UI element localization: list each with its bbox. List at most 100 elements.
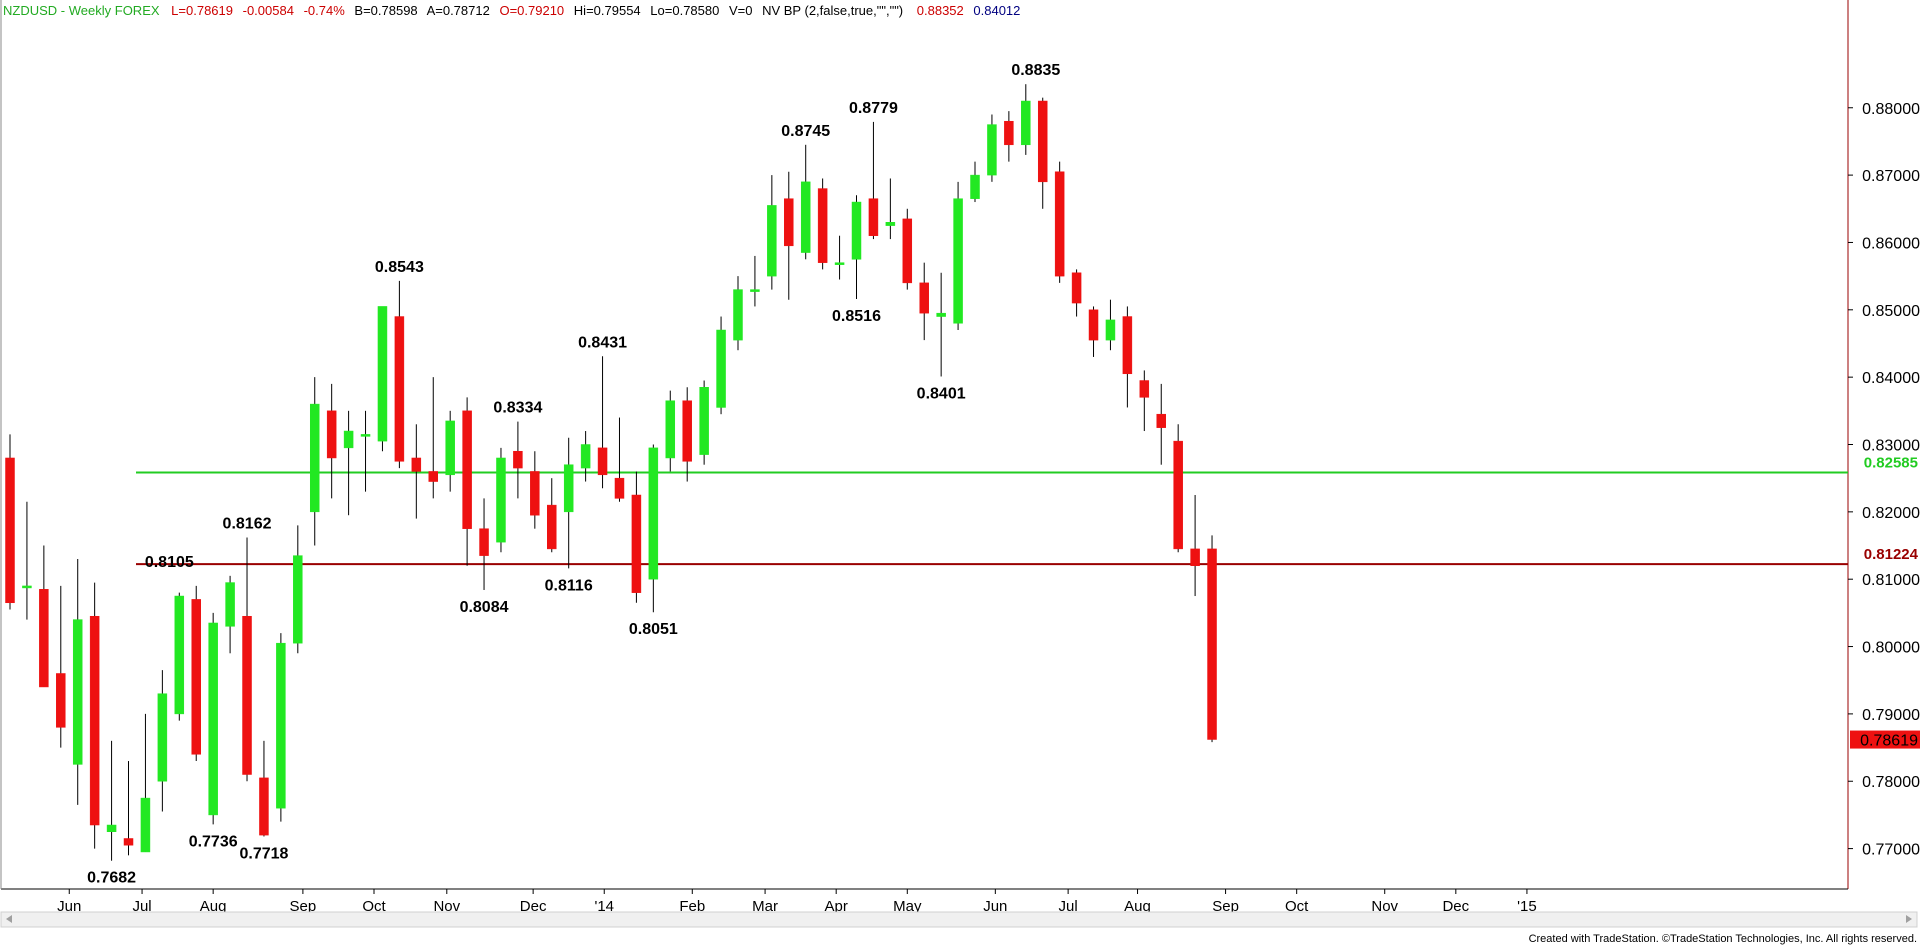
candle	[22, 501, 32, 620]
header-open: O=0.79210	[499, 3, 564, 18]
candle	[1207, 535, 1217, 743]
candle-body-down	[919, 282, 929, 314]
candle-body-up	[733, 289, 743, 341]
candle	[72, 558, 83, 805]
candle-body-up	[208, 622, 218, 816]
x-tick-label: Mar	[752, 898, 778, 915]
scroll-right-arrow-icon[interactable]	[1906, 915, 1912, 923]
x-tick-label: May	[893, 898, 922, 915]
candle-body-down	[1037, 100, 1048, 183]
x-tick-label: Oct	[1285, 898, 1309, 915]
candle	[817, 178, 828, 270]
candle-body-down	[326, 410, 337, 459]
candle	[462, 397, 472, 566]
candle	[919, 262, 929, 341]
candle-body-down	[868, 198, 879, 236]
price-annotation: 0.8779	[849, 100, 898, 117]
candle	[970, 161, 980, 203]
candle-body-down	[5, 457, 15, 604]
candle-body-up	[970, 174, 980, 199]
candle-body-down	[817, 188, 828, 263]
candle	[343, 410, 354, 516]
x-tick-label: Sep	[1212, 898, 1239, 915]
candle-body-down	[479, 528, 489, 556]
y-tick-label: 0.84000	[1862, 370, 1920, 387]
candle-body-down	[547, 504, 557, 550]
candle-body-down	[682, 400, 692, 462]
candle-body-down	[1004, 120, 1014, 146]
header-market: FOREX	[115, 3, 160, 18]
support-level-label: 0.82585	[1864, 454, 1918, 471]
y-axis: 0.77000 0.78000 0.79000 0.80000 0.81000 0.820…	[1848, 101, 1920, 859]
candle	[242, 537, 252, 782]
candle-body-up	[936, 312, 946, 317]
candle	[1037, 97, 1048, 209]
price-annotation: 0.7736	[189, 833, 238, 850]
y-tick-label: 0.78000	[1862, 774, 1920, 791]
x-tick-label: Aug	[1124, 898, 1151, 915]
candle-body-down	[428, 471, 438, 482]
candle-body-up	[699, 387, 709, 455]
candle-body-up	[445, 420, 455, 476]
candle-body-down	[1139, 380, 1150, 398]
candle-body-up	[72, 619, 83, 765]
candle-body-up	[343, 430, 354, 449]
candle	[259, 740, 269, 837]
price-annotation: 0.8162	[223, 515, 272, 532]
y-tick-label: 0.88000	[1862, 101, 1920, 118]
candle	[445, 410, 455, 492]
candle	[784, 171, 794, 300]
candle-body-down	[1071, 272, 1082, 304]
header-study-val2: 0.84012	[973, 3, 1020, 18]
candle	[851, 195, 862, 300]
candle	[733, 276, 743, 351]
y-tick-label: 0.82000	[1862, 505, 1920, 522]
candle-body-up	[157, 693, 168, 782]
header-low: Lo=0.78580	[650, 3, 719, 18]
candle	[563, 437, 574, 569]
candle-body-down	[631, 494, 642, 593]
y-tick-label: 0.81000	[1862, 572, 1920, 589]
candle-body-up	[309, 403, 320, 513]
plot-area[interactable]	[1, 0, 1848, 889]
candle-body-down	[394, 316, 405, 462]
candle-body-down	[123, 838, 134, 846]
header-high: Hi=0.79554	[574, 3, 641, 18]
price-tags: 0.78619	[1850, 730, 1920, 750]
candle-body-up	[767, 205, 777, 277]
candle	[293, 525, 303, 654]
horizontal-scrollbar[interactable]	[0, 911, 1918, 928]
candle	[1156, 383, 1166, 465]
candle	[800, 144, 811, 260]
price-annotation: 0.8431	[578, 334, 627, 351]
candle	[614, 417, 625, 502]
candle	[377, 306, 388, 452]
candle-body-down	[1122, 316, 1133, 375]
candle	[1054, 161, 1065, 283]
candle-body-down	[1054, 171, 1065, 277]
candle-body-up	[22, 585, 32, 589]
candle-body-up	[800, 181, 811, 253]
candle-body-up	[1021, 100, 1031, 146]
candle	[39, 545, 49, 688]
candle	[309, 377, 320, 546]
header-change: -0.00584	[243, 3, 294, 18]
y-tick-label: 0.83000	[1862, 438, 1920, 455]
price-annotation: 0.8334	[493, 400, 542, 417]
candle	[648, 444, 659, 613]
candle-body-up	[1105, 319, 1116, 341]
candle-body-up	[360, 434, 371, 437]
price-annotation: 0.8835	[1011, 62, 1060, 79]
x-tick-label: Jun	[57, 898, 81, 915]
x-tick-label: Nov	[433, 898, 460, 915]
scroll-left-arrow-icon[interactable]	[6, 915, 12, 923]
candle	[1190, 495, 1200, 597]
candle-body-down	[462, 410, 472, 529]
candle-body-down	[56, 673, 66, 728]
price-annotation: 0.8051	[629, 621, 678, 638]
candle-body-up	[648, 447, 659, 580]
candle-body-down	[902, 218, 913, 284]
